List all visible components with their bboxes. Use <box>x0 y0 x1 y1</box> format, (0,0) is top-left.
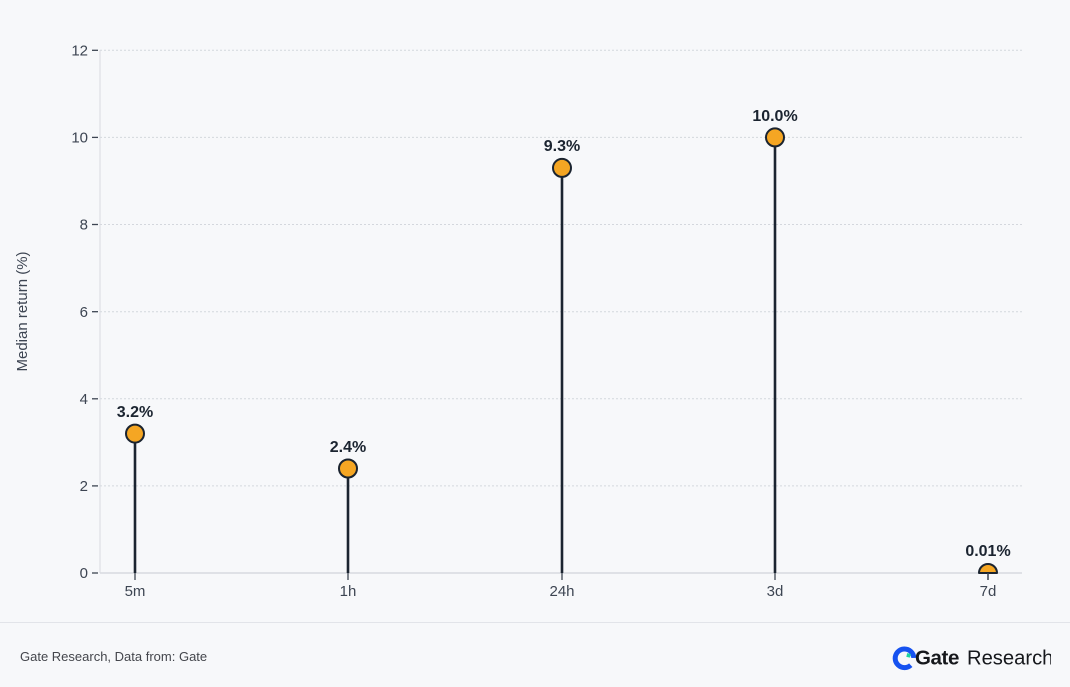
svg-text:0: 0 <box>80 565 88 582</box>
svg-text:8: 8 <box>80 217 88 234</box>
svg-text:6: 6 <box>80 304 88 321</box>
svg-text:10: 10 <box>71 130 88 147</box>
svg-text:3.2%: 3.2% <box>117 404 153 421</box>
svg-text:Gate: Gate <box>915 647 959 670</box>
svg-text:1h: 1h <box>340 583 357 600</box>
svg-text:Research: Research <box>967 648 1051 670</box>
svg-text:10.0%: 10.0% <box>752 108 797 125</box>
svg-text:0.01%: 0.01% <box>965 543 1010 560</box>
svg-text:2: 2 <box>80 478 88 495</box>
svg-text:5m: 5m <box>125 583 146 600</box>
svg-text:3d: 3d <box>767 583 784 600</box>
svg-text:24h: 24h <box>549 583 574 600</box>
svg-text:2.4%: 2.4% <box>330 439 366 456</box>
svg-text:4: 4 <box>80 391 88 408</box>
svg-text:12: 12 <box>71 43 88 60</box>
svg-text:Median return (%): Median return (%) <box>14 251 31 371</box>
svg-text:7d: 7d <box>980 583 997 600</box>
svg-text:9.3%: 9.3% <box>544 138 580 155</box>
